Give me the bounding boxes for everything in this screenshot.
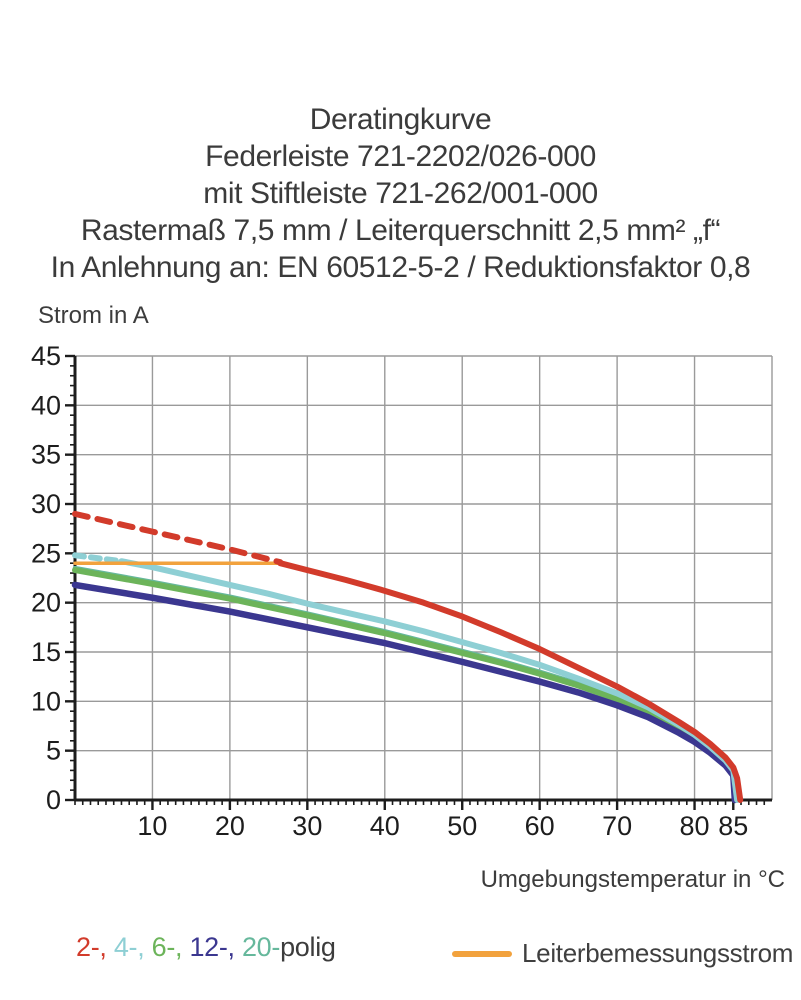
title-line-4: Rastermaß 7,5 mm / Leiterquerschnitt 2,5… <box>80 214 721 247</box>
orange-line-swatch <box>452 950 512 957</box>
curve-4-polig <box>72 552 125 565</box>
curve-2-polig <box>72 510 284 566</box>
x-tick-label: 30 <box>292 811 322 841</box>
y-axis-title: Strom in A <box>38 302 149 329</box>
gridlines <box>75 355 773 800</box>
x-tick-label: 85 <box>718 811 748 841</box>
y-tick-label: 30 <box>31 489 61 519</box>
derating-chart: 10 20 30 40 50 60 70 80 85 0 5 10 15 20 25 30 35 40 45 <box>31 341 773 841</box>
x-tick-label: 40 <box>370 811 400 841</box>
curve-12-polig <box>71 581 739 804</box>
x-tick-label: 20 <box>215 811 245 841</box>
x-tick-label: 70 <box>602 811 632 841</box>
y-tick-label: 10 <box>31 686 61 716</box>
title-line-2: Federleiste 721-2202/026-000 <box>205 140 596 173</box>
y-tick-label: 45 <box>31 341 61 371</box>
title-line-3: mit Stiftleiste 721-262/001-000 <box>203 177 598 210</box>
y-tick-label: 20 <box>31 588 61 618</box>
x-tick-label: 10 <box>137 811 167 841</box>
title-line-1: Deratingkurve <box>309 103 492 136</box>
chart-title-block: Deratingkurve Federleiste 721-2202/026-0… <box>0 101 801 286</box>
legend-pole-token: 4-, <box>113 932 152 962</box>
y-tick-label: 25 <box>31 538 61 568</box>
axes <box>73 356 772 802</box>
legend-poles: 2-, 4-, 6-, 12-, 20-polig <box>76 932 336 963</box>
curve-2-polig <box>277 560 744 803</box>
legend-pole-token: 6-, <box>151 932 190 962</box>
legend-pole-token: polig <box>280 932 336 962</box>
series <box>71 510 744 804</box>
y-tick-label: 0 <box>46 785 61 815</box>
legend-pole-token: 2-, <box>76 932 114 962</box>
legend-conductor-current-label: Leiterbemessungsstrom <box>522 938 794 968</box>
legend-pole-token: 20- <box>241 932 281 962</box>
legend-conductor-current: Leiterbemessungsstrom <box>452 938 793 969</box>
title-line-5: In Anlehnung an: EN 60512-5-2 / Reduktio… <box>50 251 751 284</box>
y-tick-label: 5 <box>46 736 61 766</box>
y-tick-label: 35 <box>31 440 61 470</box>
x-axis-title: Umgebungstemperatur in °C <box>480 866 785 893</box>
x-tick-label: 60 <box>525 811 555 841</box>
tick-labels: 10 20 30 40 50 60 70 80 85 0 5 10 15 20 25 30 35 40 45 <box>31 341 748 841</box>
y-tick-label: 40 <box>31 390 61 420</box>
x-tick-label: 80 <box>680 811 710 841</box>
legend-pole-token: 12-, <box>189 932 242 962</box>
x-tick-label: 50 <box>447 811 477 841</box>
y-tick-label: 15 <box>31 637 61 667</box>
